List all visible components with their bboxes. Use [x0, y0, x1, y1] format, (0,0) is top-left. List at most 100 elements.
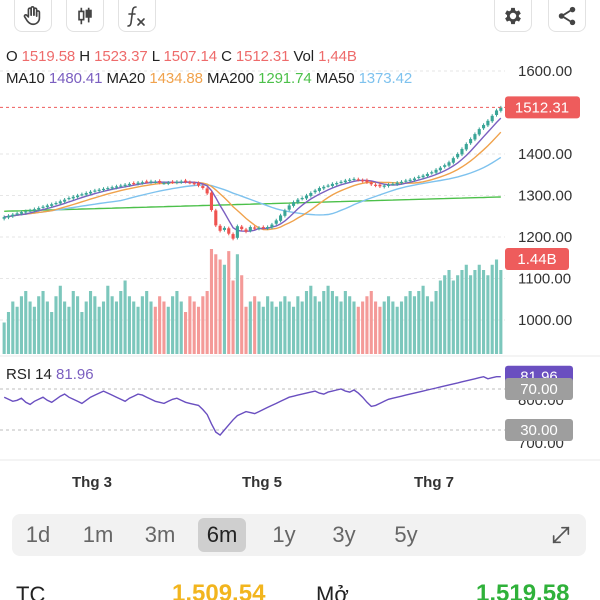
share-button[interactable] — [548, 0, 586, 32]
candle-body — [71, 196, 75, 199]
rsi-line — [3, 375, 501, 437]
volume-bar — [361, 301, 365, 354]
volume-bar — [162, 301, 166, 354]
volume-bar — [382, 301, 386, 354]
range-3m[interactable]: 3m — [144, 522, 176, 547]
candle-body — [382, 185, 386, 187]
range-5y[interactable]: 5y — [394, 522, 418, 547]
candle-body — [231, 234, 235, 239]
candle-body — [434, 169, 438, 173]
volume-bar — [84, 301, 88, 354]
ma50-value: 1373.42 — [358, 70, 413, 87]
candle-body — [153, 181, 157, 184]
volume-bar — [11, 301, 15, 354]
rsi-label: RSI 14 — [6, 366, 52, 383]
candle-body — [486, 120, 490, 126]
x-axis-label: Thg 3 — [72, 474, 112, 491]
volume-bar — [63, 301, 67, 354]
candle-body — [443, 165, 447, 167]
volume-bar — [482, 270, 486, 354]
volume-bar — [261, 306, 265, 354]
candle-body — [218, 225, 222, 231]
last-price-text: 1512.31 — [515, 99, 569, 116]
candle-body — [469, 139, 473, 144]
candle-body — [101, 188, 106, 191]
candle-body — [6, 215, 11, 218]
volume-bar — [93, 296, 97, 354]
candle-body — [274, 220, 278, 224]
candle-body — [499, 107, 503, 111]
candle-body — [391, 183, 395, 186]
volume-bar — [205, 291, 209, 354]
candle-body — [127, 183, 131, 186]
tc-label: TC — [16, 582, 46, 600]
rsi-level-tag — [505, 419, 573, 441]
volume-bar — [378, 306, 382, 354]
range-6m[interactable]: 6m — [198, 518, 246, 552]
range-1d[interactable]: 1d — [25, 522, 51, 547]
chart-toolbar — [0, 0, 600, 40]
volume-bar — [149, 301, 153, 354]
fullscreen-button[interactable] — [546, 520, 576, 550]
volume-bar — [175, 291, 179, 354]
volume-bar — [451, 280, 455, 354]
volume-bar — [15, 306, 19, 354]
ma20-line — [4, 131, 502, 231]
volume-bar — [140, 296, 144, 354]
range-1m[interactable]: 1m — [82, 522, 114, 547]
volume-bar — [209, 249, 214, 354]
volume-bar — [274, 306, 278, 354]
price-tick-label: 1200.00 — [518, 229, 572, 246]
volume-bar — [244, 306, 248, 354]
x-axis-label: Thg 5 — [242, 474, 282, 491]
volume-bar — [287, 301, 291, 354]
price-chart[interactable]: 1600.00 1400.00 1300.00 1200.00 1100.00 1000.… — [0, 0, 600, 500]
volume-bar — [296, 296, 300, 354]
range-1y[interactable]: 1y — [272, 522, 296, 547]
ohlc-legend: O 1519.58 H 1523.37 L 1507.14 C 1512.31 … — [6, 48, 357, 65]
candle-body — [58, 201, 62, 204]
range-3y[interactable]: 3y — [332, 522, 356, 547]
gear-icon — [505, 7, 521, 24]
ma20-value: 1434.88 — [149, 70, 203, 87]
volume-bar — [456, 275, 460, 354]
ma50-label: MA50 — [315, 70, 355, 87]
rsi-level-text: 30.00 — [520, 422, 558, 439]
last-volume-tag — [505, 248, 569, 270]
candle-body — [196, 183, 201, 186]
indicators-button[interactable] — [118, 0, 156, 32]
volume-bar — [486, 275, 490, 354]
candle-body — [266, 227, 270, 229]
close-label: C — [221, 48, 232, 65]
volume-bar — [352, 301, 356, 354]
open-value: 1519.58 — [21, 48, 76, 65]
volume-bar — [421, 285, 425, 354]
volume-bar — [399, 301, 404, 354]
high-value: 1523.37 — [94, 48, 148, 65]
candle-body — [222, 227, 226, 230]
candle-body — [67, 197, 71, 200]
hand-tool-button[interactable] — [14, 0, 52, 32]
open-label: O — [6, 48, 18, 65]
candle-body — [417, 176, 421, 179]
volume-bar — [464, 264, 468, 354]
candle-body — [240, 226, 244, 230]
volume-bar — [279, 301, 283, 354]
volume-bar — [106, 285, 110, 354]
candle-body — [477, 129, 481, 135]
volume-bar — [188, 296, 192, 354]
volume-bar — [158, 296, 162, 354]
volume-bar — [391, 301, 395, 354]
settings-button[interactable] — [494, 0, 532, 32]
volume-bar — [153, 306, 157, 354]
volume-bar — [76, 296, 80, 354]
candle-body — [352, 178, 356, 181]
function-icon — [127, 5, 145, 27]
price-tick-label: 1600.00 — [518, 63, 572, 80]
candle-body — [304, 195, 309, 199]
candle-type-button[interactable] — [66, 0, 104, 32]
candle-body — [179, 181, 183, 183]
volume-bar — [257, 301, 261, 354]
volume-bar — [330, 291, 334, 354]
volume-bar — [469, 275, 473, 354]
